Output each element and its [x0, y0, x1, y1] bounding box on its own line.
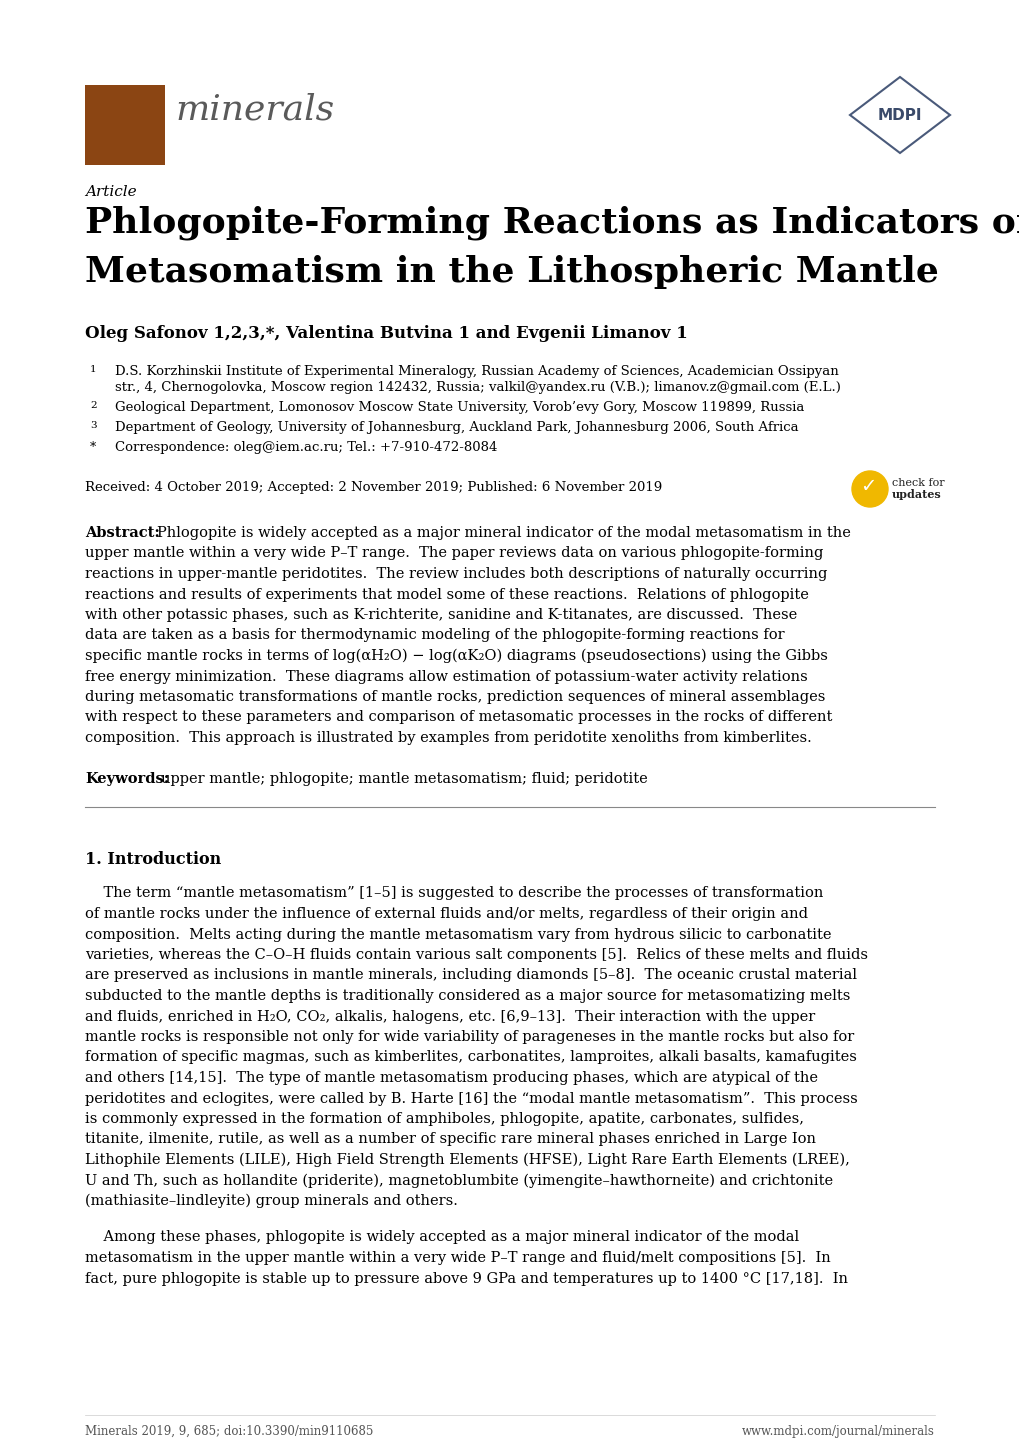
Text: Article: Article	[85, 185, 137, 199]
Text: formation of specific magmas, such as kimberlites, carbonatites, lamproites, alk: formation of specific magmas, such as ki…	[85, 1051, 856, 1064]
Text: peridotites and eclogites, were called by B. Harte [16] the “modal mantle metaso: peridotites and eclogites, were called b…	[85, 1092, 857, 1106]
Text: Oleg Safonov 1,2,3,*, Valentina Butvina 1 and Evgenii Limanov 1: Oleg Safonov 1,2,3,*, Valentina Butvina …	[85, 324, 687, 342]
Text: MDPI: MDPI	[877, 108, 921, 123]
Text: Geological Department, Lomonosov Moscow State University, Vorob’evy Gory, Moscow: Geological Department, Lomonosov Moscow …	[115, 401, 804, 414]
Text: with other potassic phases, such as K-richterite, sanidine and K-titanates, are : with other potassic phases, such as K-ri…	[85, 609, 797, 622]
Text: check for: check for	[892, 477, 944, 487]
Text: reactions in upper-mantle peridotites.  The review includes both descriptions of: reactions in upper-mantle peridotites. T…	[85, 567, 826, 581]
Text: metasomatism in the upper mantle within a very wide P–T range and fluid/melt com: metasomatism in the upper mantle within …	[85, 1252, 829, 1265]
Text: is commonly expressed in the formation of amphiboles, phlogopite, apatite, carbo: is commonly expressed in the formation o…	[85, 1112, 803, 1126]
Text: composition.  Melts acting during the mantle metasomatism vary from hydrous sili: composition. Melts acting during the man…	[85, 927, 830, 942]
FancyBboxPatch shape	[85, 85, 165, 164]
Text: and fluids, enriched in H₂O, CO₂, alkalis, halogens, etc. [6,9–13].  Their inter: and fluids, enriched in H₂O, CO₂, alkali…	[85, 1009, 814, 1024]
Text: Metasomatism in the Lithospheric Mantle: Metasomatism in the Lithospheric Mantle	[85, 255, 937, 288]
Text: Minerals 2019, 9, 685; doi:10.3390/min9110685: Minerals 2019, 9, 685; doi:10.3390/min91…	[85, 1425, 373, 1438]
Text: Keywords:: Keywords:	[85, 771, 169, 786]
Text: str., 4, Chernogolovka, Moscow region 142432, Russia; valkil@yandex.ru (V.B.); l: str., 4, Chernogolovka, Moscow region 14…	[115, 381, 840, 394]
Text: titanite, ilmenite, rutile, as well as a number of specific rare mineral phases : titanite, ilmenite, rutile, as well as a…	[85, 1132, 815, 1146]
Text: mantle rocks is responsible not only for wide variability of parageneses in the : mantle rocks is responsible not only for…	[85, 1030, 854, 1044]
Text: subducted to the mantle depths is traditionally considered as a major source for: subducted to the mantle depths is tradit…	[85, 989, 850, 1004]
Text: 2: 2	[90, 401, 97, 410]
Text: 3: 3	[90, 421, 97, 430]
Text: are preserved as inclusions in mantle minerals, including diamonds [5–8].  The o: are preserved as inclusions in mantle mi…	[85, 969, 856, 982]
Text: of mantle rocks under the influence of external fluids and/or melts, regardless : of mantle rocks under the influence of e…	[85, 907, 807, 921]
Text: Lithophile Elements (LILE), High Field Strength Elements (HFSE), Light Rare Eart: Lithophile Elements (LILE), High Field S…	[85, 1154, 849, 1168]
Text: D.S. Korzhinskii Institute of Experimental Mineralogy, Russian Academy of Scienc: D.S. Korzhinskii Institute of Experiment…	[115, 365, 838, 378]
Text: upper mantle; phlogopite; mantle metasomatism; fluid; peridotite: upper mantle; phlogopite; mantle metasom…	[161, 771, 647, 786]
Circle shape	[851, 472, 888, 508]
Text: ✓: ✓	[859, 477, 875, 496]
Text: with respect to these parameters and comparison of metasomatic processes in the : with respect to these parameters and com…	[85, 711, 832, 724]
Text: during metasomatic transformations of mantle rocks, prediction sequences of mine: during metasomatic transformations of ma…	[85, 691, 824, 704]
Text: specific mantle rocks in terms of log(αH₂O) − log(αK₂O) diagrams (pseudosections: specific mantle rocks in terms of log(αH…	[85, 649, 827, 663]
Text: Correspondence: oleg@iem.ac.ru; Tel.: +7-910-472-8084: Correspondence: oleg@iem.ac.ru; Tel.: +7…	[115, 441, 497, 454]
Text: www.mdpi.com/journal/minerals: www.mdpi.com/journal/minerals	[742, 1425, 934, 1438]
Text: 1: 1	[90, 365, 97, 373]
Text: U and Th, such as hollandite (priderite), magnetoblumbite (yimengite–hawthorneit: U and Th, such as hollandite (priderite)…	[85, 1174, 833, 1188]
Text: Among these phases, phlogopite is widely accepted as a major mineral indicator o: Among these phases, phlogopite is widely…	[85, 1230, 798, 1244]
Text: updates: updates	[892, 489, 941, 500]
Text: data are taken as a basis for thermodynamic modeling of the phlogopite-forming r: data are taken as a basis for thermodyna…	[85, 629, 784, 643]
Text: free energy minimization.  These diagrams allow estimation of potassium-water ac: free energy minimization. These diagrams…	[85, 669, 807, 684]
Text: Phlogopite is widely accepted as a major mineral indicator of the modal metasoma: Phlogopite is widely accepted as a major…	[157, 526, 850, 539]
Text: composition.  This approach is illustrated by examples from peridotite xenoliths: composition. This approach is illustrate…	[85, 731, 811, 746]
Text: upper mantle within a very wide P–T range.  The paper reviews data on various ph: upper mantle within a very wide P–T rang…	[85, 547, 822, 561]
Text: varieties, whereas the C–O–H fluids contain various salt components [5].  Relics: varieties, whereas the C–O–H fluids cont…	[85, 947, 867, 962]
Text: *: *	[90, 441, 96, 454]
Text: Department of Geology, University of Johannesburg, Auckland Park, Johannesburg 2: Department of Geology, University of Joh…	[115, 421, 798, 434]
Text: reactions and results of experiments that model some of these reactions.  Relati: reactions and results of experiments tha…	[85, 587, 808, 601]
Text: minerals: minerals	[175, 92, 334, 127]
Text: 1. Introduction: 1. Introduction	[85, 851, 221, 868]
Text: Abstract:: Abstract:	[85, 526, 160, 539]
Text: Received: 4 October 2019; Accepted: 2 November 2019; Published: 6 November 2019: Received: 4 October 2019; Accepted: 2 No…	[85, 482, 661, 495]
Text: fact, pure phlogopite is stable up to pressure above 9 GPa and temperatures up t: fact, pure phlogopite is stable up to pr…	[85, 1272, 847, 1285]
Text: The term “mantle metasomatism” [1–5] is suggested to describe the processes of t: The term “mantle metasomatism” [1–5] is …	[85, 887, 822, 900]
Text: Phlogopite-Forming Reactions as Indicators of: Phlogopite-Forming Reactions as Indicato…	[85, 205, 1019, 239]
Text: (mathiasite–lindleyite) group minerals and others.: (mathiasite–lindleyite) group minerals a…	[85, 1194, 458, 1208]
Text: and others [14,15].  The type of mantle metasomatism producing phases, which are: and others [14,15]. The type of mantle m…	[85, 1071, 817, 1084]
